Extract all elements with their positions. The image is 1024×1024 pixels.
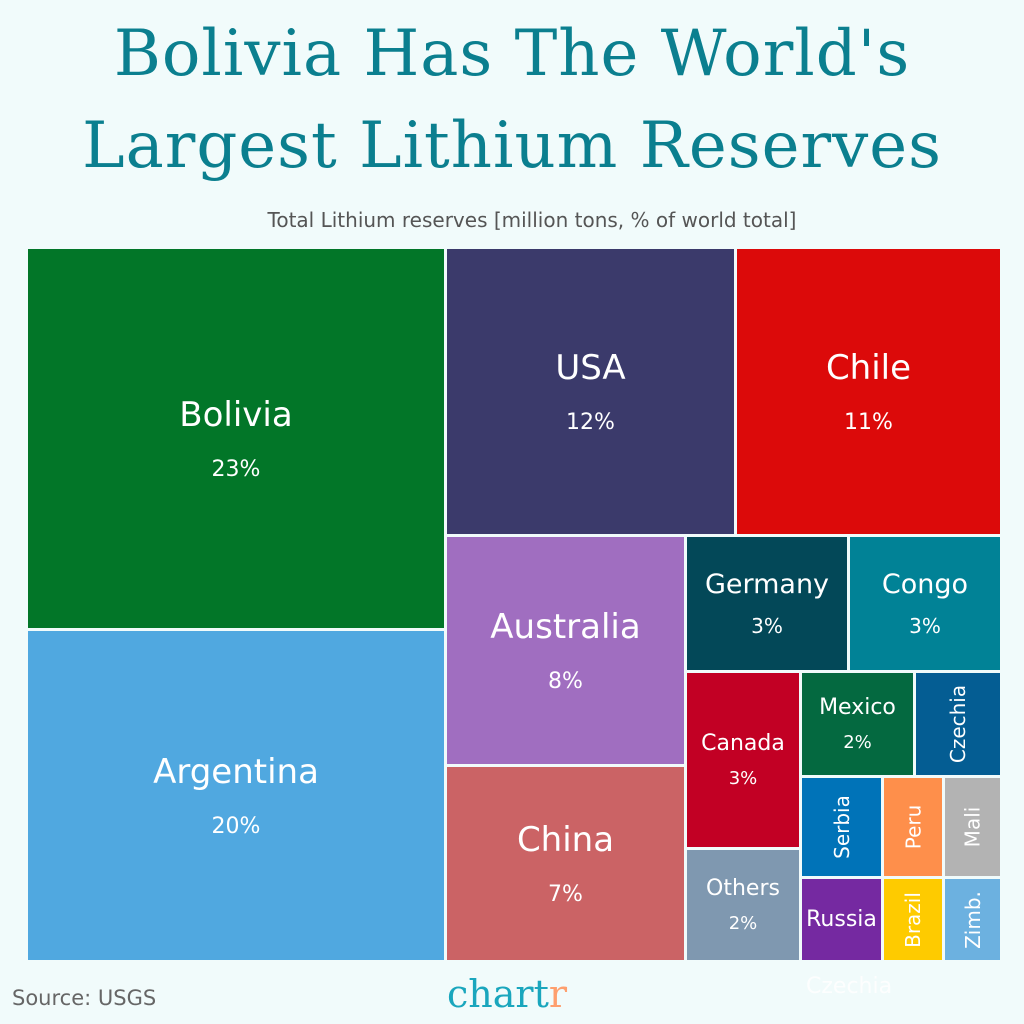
ghost-label: Czechia [806,974,893,999]
treemap-cell-bolivia: Bolivia 23% [28,249,444,628]
treemap-cell-china: China 7% [447,767,684,960]
treemap-cell-others: Others 2% [687,850,799,960]
cell-percent: 2% [843,732,872,753]
treemap-cell-peru: Peru [884,778,942,876]
cell-name: Russia [806,907,877,932]
treemap-cell-serbia: Serbia [802,778,881,876]
treemap-cell-zimb: Zimb. [945,879,1000,960]
cell-percent: 11% [844,410,893,435]
cell-name: Bolivia [179,395,293,435]
cell-percent: 2% [728,913,758,934]
cell-name: Others [706,876,780,901]
source-note: Source: USGS [12,986,157,1010]
cell-name: Argentina [153,752,319,792]
cell-percent: 20% [211,814,261,839]
treemap-cell-congo: Congo 3% [850,537,1000,670]
treemap-cell-canada: Canada 3% [687,673,799,847]
cell-name: China [516,820,615,860]
cell-name: Zimb. [960,890,985,949]
chart-title: Bolivia Has The World's Largest Lithium … [82,17,942,183]
cell-percent: 8% [548,669,583,694]
chartr-logo: chartr [447,972,568,1016]
cell-name: USA [555,348,626,388]
treemap-cell-mexico: Mexico 2% [802,673,913,775]
cell-name: Mexico [819,695,896,720]
treemap-cell-czechia: Czechia [916,673,1000,775]
cell-name: Canada [701,731,785,756]
treemap-cell-chile: Chile 11% [737,249,1000,534]
treemap-cell-argentina: Argentina 20% [28,631,444,960]
treemap-cell-brazil: Brazil [884,879,942,960]
treemap-cell-mali: Mali [945,778,1000,876]
cell-percent: 23% [211,457,261,482]
cell-percent: 3% [909,614,941,638]
cell-percent: 3% [728,768,758,789]
cell-name: Brazil [901,891,925,948]
cell-name: Czechia [945,684,970,764]
cell-percent: 7% [548,882,583,907]
cell-name: Peru [901,804,925,850]
cell-percent: 3% [751,614,783,638]
cell-percent: 12% [566,410,615,435]
treemap-cell-usa: USA 12% [447,249,734,534]
treemap-cell-germany: Germany 3% [687,537,847,670]
cell-name: Chile [825,348,912,388]
cell-name: Mali [960,806,985,848]
treemap-cell-russia: Russia [802,879,881,960]
cell-name: Germany [704,569,830,600]
cell-name: Serbia [829,795,854,859]
treemap-cell-australia: Australia 8% [447,537,684,764]
cell-name: Australia [490,607,641,647]
cell-name: Congo [881,569,969,600]
chart-subtitle: Total Lithium reserves [million tons, % … [267,208,797,232]
